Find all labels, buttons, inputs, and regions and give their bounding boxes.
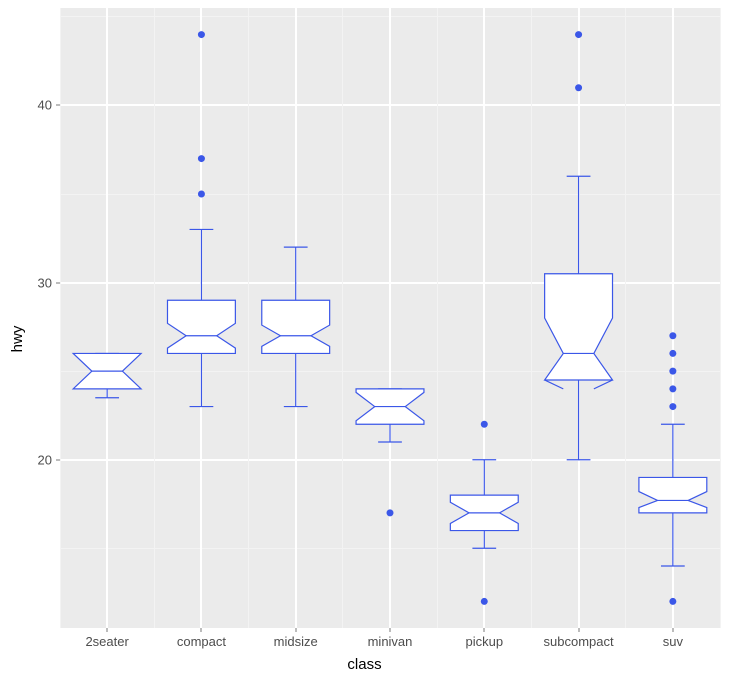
y-axis-title: hwy [9, 325, 26, 352]
boxplot-svg-layer [60, 8, 720, 628]
outlier-point [198, 31, 205, 38]
outlier-point [481, 421, 488, 428]
outlier-point [669, 385, 676, 392]
outlier-point [669, 368, 676, 375]
box [167, 300, 235, 353]
outlier-point [669, 403, 676, 410]
outlier-point [669, 332, 676, 339]
outlier-point [387, 509, 394, 516]
outlier-point [669, 350, 676, 357]
x-axis-title: class [347, 656, 381, 673]
outlier-point [481, 598, 488, 605]
box [639, 477, 707, 512]
outlier-point [669, 598, 676, 605]
outlier-point [198, 191, 205, 198]
outlier-point [575, 31, 582, 38]
outlier-point [198, 155, 205, 162]
box [262, 300, 330, 353]
plot-panel: 2030402seatercompactmidsizeminivanpickup… [60, 8, 720, 628]
box [545, 274, 613, 380]
outlier-point [575, 84, 582, 91]
boxplot-chart: hwy class 2030402seatercompactmidsizemin… [0, 0, 729, 677]
